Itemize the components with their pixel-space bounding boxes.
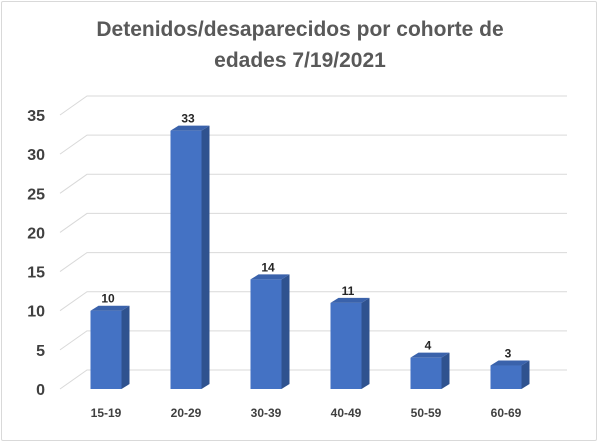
bar-20-29: 33 bbox=[170, 112, 210, 390]
y-tick-label: 20 bbox=[27, 225, 45, 242]
bar-front bbox=[90, 310, 122, 389]
bar-front bbox=[490, 365, 522, 389]
y-tick-label: 5 bbox=[36, 343, 45, 360]
gridline bbox=[59, 330, 567, 351]
data-label: 33 bbox=[181, 112, 195, 126]
bar-top bbox=[250, 274, 290, 280]
bar-15-19: 10 bbox=[90, 292, 130, 389]
x-tick-label: 50-59 bbox=[411, 406, 442, 420]
chart-title: Detenidos/desaparecidos por cohorte de e… bbox=[96, 18, 504, 72]
bar-top bbox=[90, 305, 130, 311]
y-tick-label: 15 bbox=[27, 265, 45, 282]
y-tick-label: 10 bbox=[27, 304, 45, 321]
x-tick-label: 15-19 bbox=[91, 406, 122, 420]
bar-30-39: 14 bbox=[250, 260, 290, 389]
x-tick-label: 20-29 bbox=[171, 406, 202, 420]
y-tick-label: 0 bbox=[36, 382, 45, 399]
bar-side bbox=[201, 125, 210, 390]
bar-top bbox=[410, 352, 450, 358]
bar-side bbox=[281, 274, 290, 389]
gridline bbox=[59, 212, 567, 233]
data-label: 10 bbox=[101, 292, 115, 306]
bar-40-49: 11 bbox=[330, 284, 370, 389]
x-tick-label: 30-39 bbox=[251, 406, 282, 420]
y-axis-ticks: 0 5 10 15 20 25 30 35 bbox=[27, 108, 45, 399]
gridline bbox=[59, 252, 567, 272]
bar-front bbox=[330, 302, 362, 389]
bar-front bbox=[410, 357, 442, 389]
bar-side bbox=[121, 305, 130, 389]
bar-front bbox=[250, 279, 282, 389]
bars: 10 33 14 11 4 3 bbox=[90, 112, 530, 390]
data-label: 14 bbox=[261, 260, 275, 274]
y-tick-label: 25 bbox=[27, 186, 45, 203]
gridlines bbox=[59, 95, 567, 390]
bar-top bbox=[330, 297, 370, 303]
x-tick-label: 40-49 bbox=[331, 406, 362, 420]
gridline bbox=[59, 369, 567, 390]
data-label: 11 bbox=[342, 284, 355, 298]
gridline bbox=[59, 173, 567, 194]
bar-top bbox=[170, 125, 210, 131]
x-axis-ticks: 15-19 20-29 30-39 40-49 50-59 60-69 bbox=[91, 406, 522, 420]
data-label: 4 bbox=[425, 339, 432, 353]
bar-side bbox=[361, 297, 370, 389]
bar-side bbox=[441, 352, 450, 389]
data-label: 3 bbox=[505, 347, 512, 361]
gridline bbox=[59, 134, 567, 155]
bar-side bbox=[521, 360, 530, 389]
gridline bbox=[59, 291, 567, 312]
bar-60-69: 3 bbox=[490, 347, 530, 389]
y-tick-label: 35 bbox=[27, 108, 45, 125]
bar-top bbox=[490, 360, 530, 366]
y-tick-label: 30 bbox=[27, 147, 45, 164]
x-tick-label: 60-69 bbox=[491, 406, 522, 420]
bar-50-59: 4 bbox=[410, 339, 450, 389]
bar-front bbox=[170, 130, 202, 389]
gridline bbox=[59, 95, 567, 116]
